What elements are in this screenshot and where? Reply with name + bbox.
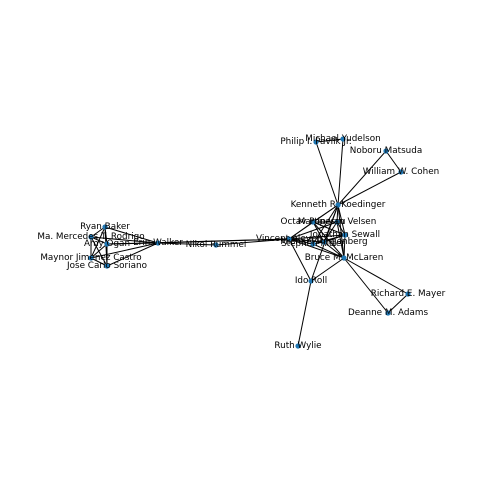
node-label-michael: Michael Yudelson [305, 134, 380, 144]
node-ruth [295, 343, 301, 349]
node-label-philip: Philip I. Pavlik Jr. [280, 137, 351, 147]
edge-kenneth-bruce [337, 204, 345, 259]
edge-mercedes-amy [90, 236, 108, 245]
node-philip [313, 139, 319, 145]
edge-michael-philip [315, 138, 344, 143]
node-label-martin: Martin van Velsen [298, 217, 377, 227]
node-nikol [213, 242, 219, 248]
edge-octav-jonathan [312, 221, 346, 236]
edge-vincent-michael_r [288, 238, 325, 243]
node-label-octav: Octav Popescu [281, 217, 346, 227]
edge-amy-maynor [90, 243, 108, 259]
edge-jonathan-vincent [288, 234, 346, 240]
node-label-amy: Amy Ogan [84, 239, 130, 249]
node-kenneth [335, 202, 341, 208]
edge-ryan-erin [104, 226, 159, 244]
node-label-noboru: Noboru Matsuda [350, 146, 422, 156]
node-deanne [385, 310, 391, 316]
node-jose [104, 263, 110, 269]
edge-martin-bruce [336, 221, 345, 259]
edge-ryan-mercedes [90, 226, 106, 238]
edge-michael-kenneth [337, 138, 344, 206]
node-label-ryan: Ryan Baker [80, 222, 130, 232]
edge-vincent-nikol [215, 238, 290, 246]
node-label-nikol: Nikol Rummel [186, 240, 247, 250]
node-stephen [310, 241, 316, 247]
edge-martin-vincent [288, 221, 338, 240]
node-bruce [341, 255, 347, 261]
edge-ido-ruth [297, 280, 312, 347]
edge-amy-erin [106, 242, 159, 245]
edge-erin-nikol [157, 242, 217, 246]
edge-bruce-deanne [343, 257, 389, 314]
nodes-layer [88, 136, 411, 349]
edge-vincent-bruce [288, 238, 345, 259]
edge-bruce-richard [343, 257, 409, 295]
node-maynor [88, 255, 94, 261]
node-label-kenneth: Kenneth R. Koedinger [291, 200, 386, 210]
node-ido [308, 278, 314, 284]
node-noboru [383, 148, 389, 154]
node-michael_r [321, 239, 327, 245]
node-amy [104, 241, 110, 247]
edge-philip-kenneth [315, 141, 339, 206]
node-label-michael_r: Michael Ringenberg [280, 237, 367, 247]
node-label-vincent: Vincent Aleven [256, 234, 322, 244]
edge-vincent-ido [288, 238, 312, 282]
edge-maynor-jose [90, 257, 108, 267]
node-label-maynor: Maynor Jimenez Castro [40, 253, 141, 263]
edge-stephen-bruce [312, 243, 345, 259]
node-martin [334, 219, 340, 225]
edge-william-kenneth [337, 171, 402, 206]
node-label-mercedes: Ma. Mercedes T. Rodrigo [37, 232, 144, 242]
edge-kenneth-stephen [312, 204, 339, 245]
node-mercedes [88, 234, 94, 240]
node-label-bruce: Bruce M. McLaren [305, 253, 384, 263]
edge-noboru-kenneth [337, 150, 387, 206]
node-label-ruth: Ruth Wylie [274, 341, 321, 351]
edge-ryan-maynor [90, 226, 106, 259]
node-label-erin: Erin Walker [133, 238, 183, 248]
edge-kenneth-jonathan [337, 204, 346, 236]
node-erin [155, 240, 161, 246]
node-label-stephen: Stephen Ritter [281, 239, 345, 249]
edge-michael_r-bruce [323, 241, 345, 259]
edge-jonathan-bruce [343, 234, 346, 259]
node-vincent [286, 236, 292, 242]
node-ryan [102, 224, 108, 230]
node-richard [405, 291, 411, 297]
edge-richard-deanne [387, 293, 409, 314]
edge-octav-vincent [288, 221, 314, 240]
node-william [398, 169, 404, 175]
edge-mercedes-erin [90, 236, 159, 244]
edge-octav-michael_r [312, 221, 325, 243]
edge-jose-erin [106, 242, 159, 267]
edge-martin-michael_r [323, 221, 338, 243]
edge-jonathan-stephen [312, 234, 346, 245]
node-octav [310, 219, 316, 225]
edge-vincent-stephen [288, 238, 314, 245]
node-label-ido: Ido Roll [295, 276, 327, 286]
node-label-jose: Jose Carlo Soriano [66, 261, 147, 271]
edge-maynor-erin [90, 242, 159, 259]
node-label-william: William W. Cohen [363, 167, 439, 177]
node-label-jonathan: Jonathan Sewall [309, 230, 380, 240]
node-label-richard: Richard E. Mayer [371, 289, 446, 299]
node-label-deanne: Deanne M. Adams [348, 308, 429, 318]
node-jonathan [342, 232, 348, 238]
edge-noboru-william [385, 150, 402, 173]
edge-bruce-ido [310, 257, 345, 282]
node-michael [340, 136, 346, 142]
